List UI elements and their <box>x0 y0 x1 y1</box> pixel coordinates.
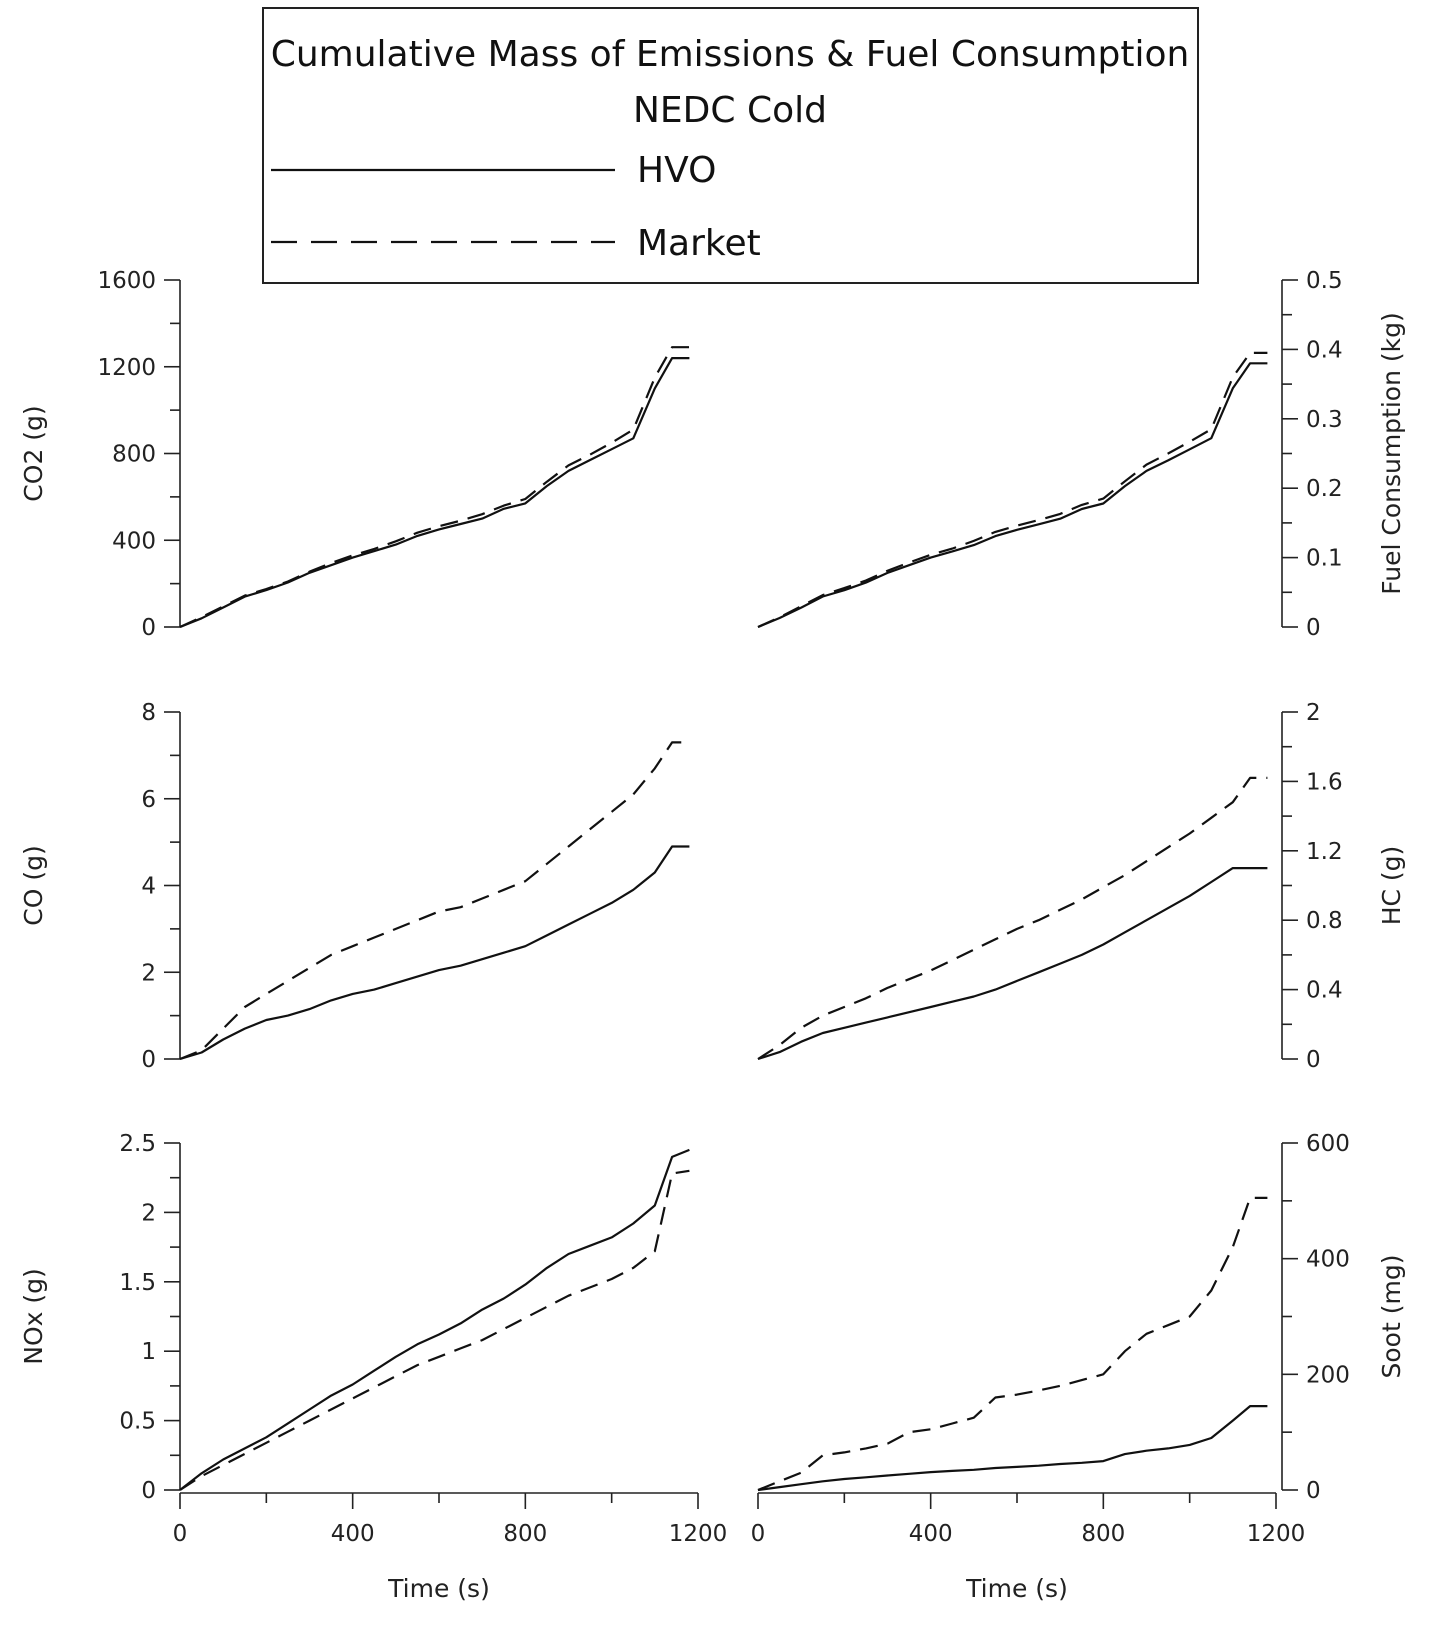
y-tick-label: 1.2 <box>1306 839 1343 865</box>
y-axis-title: HC (g) <box>1377 846 1406 926</box>
x-tick-label: 800 <box>1081 1521 1125 1547</box>
y-tick-label: 0 <box>1306 1047 1321 1073</box>
y-tick-label: 2 <box>1306 700 1321 726</box>
legend-box <box>262 7 1199 284</box>
legend: Cumulative Mass of Emissions & Fuel Cons… <box>262 7 1199 284</box>
x-tick-label: 1200 <box>669 1521 728 1547</box>
y-tick-label: 1200 <box>97 355 156 381</box>
legend-title-line1: Cumulative Mass of Emissions & Fuel Cons… <box>271 34 1190 75</box>
y-tick-label: 0.4 <box>1306 337 1343 363</box>
y-tick-label: 1.5 <box>119 1270 156 1296</box>
series-line-market <box>179 741 690 1061</box>
legend-label-market: Market <box>637 223 761 264</box>
y-tick-label: 400 <box>1306 1247 1350 1273</box>
x-tick-label: 400 <box>909 1521 953 1547</box>
series-line-hvo <box>179 1148 690 1491</box>
y-tick-label: 0 <box>1306 1478 1321 1504</box>
y-axis-title: Soot (mg) <box>1377 1255 1406 1379</box>
series-line-market <box>179 1169 690 1491</box>
y-tick-label: 0.3 <box>1306 407 1343 433</box>
chart-panel-3: 0 2 4 6 8 CO (g) <box>19 700 690 1073</box>
y-tick-label: 0.2 <box>1306 476 1343 502</box>
y-tick-label: 800 <box>112 442 156 468</box>
y-tick-label: 2 <box>141 960 156 986</box>
series-line-hvo <box>757 1405 1268 1492</box>
legend-label-hvo: HVO <box>637 150 716 191</box>
series-line-market <box>757 776 1268 1060</box>
y-tick-label: 2 <box>141 1200 156 1226</box>
y-tick-label: 200 <box>1306 1362 1350 1388</box>
x-tick-label: 0 <box>173 1521 188 1547</box>
y-axis-title: Fuel Consumption (kg) <box>1377 312 1406 595</box>
series-line-hvo <box>179 845 690 1061</box>
chart-panel-5: 0 0.5 1 1.5 2 2.5 NOx (g) 0 400 800 1200 Time (s) <box>19 1131 727 1603</box>
y-tick-label: 0.1 <box>1306 546 1343 572</box>
y-tick-label: 600 <box>1306 1131 1350 1157</box>
series-line-market <box>757 351 1268 629</box>
y-tick-label: 0 <box>141 1047 156 1073</box>
y-axis-title: CO (g) <box>19 845 48 925</box>
y-tick-label: 0.4 <box>1306 978 1343 1004</box>
y-tick-label: 400 <box>112 528 156 554</box>
series-line-market <box>179 346 690 629</box>
y-tick-label: 0 <box>1306 615 1321 641</box>
x-tick-label: 400 <box>331 1521 375 1547</box>
series-line-hvo <box>757 362 1268 629</box>
y-tick-label: 2.5 <box>119 1131 156 1157</box>
legend-title-line2: NEDC Cold <box>633 90 827 131</box>
y-tick-label: 6 <box>141 787 156 813</box>
y-tick-label: 0.5 <box>119 1409 156 1435</box>
x-tick-label: 1200 <box>1247 1521 1306 1547</box>
x-axis-title: Time (s) <box>387 1574 490 1603</box>
series-line-hvo <box>757 867 1268 1061</box>
y-tick-label: 1600 <box>97 268 156 294</box>
chart-panel-4: 0 0.4 0.8 1.2 1.6 2 HC (g) <box>757 700 1406 1073</box>
y-tick-label: 8 <box>141 700 156 726</box>
series-line-hvo <box>179 357 690 629</box>
y-tick-label: 0.8 <box>1306 908 1343 934</box>
y-tick-label: 1 <box>141 1339 156 1365</box>
series-line-market <box>757 1196 1268 1492</box>
chart-panel-6: 0 200 400 600 Soot (mg) 0 400 800 1200 Time (s) <box>751 1131 1406 1603</box>
x-tick-label: 0 <box>751 1521 766 1547</box>
x-axis-title: Time (s) <box>965 1574 1068 1603</box>
x-tick-label: 800 <box>503 1521 547 1547</box>
y-tick-label: 0 <box>141 615 156 641</box>
y-tick-label: 0.5 <box>1306 268 1343 294</box>
y-tick-label: 1.6 <box>1306 769 1343 795</box>
chart-panel-2: 0 0.1 0.2 0.3 0.4 0.5 Fuel Consumption (kg) <box>757 268 1406 641</box>
y-axis-title: NOx (g) <box>19 1268 48 1365</box>
y-axis-title: CO2 (g) <box>19 405 48 501</box>
chart-panel-1: 0 400 800 1200 1600 CO2 (g) <box>19 268 690 641</box>
y-tick-label: 4 <box>141 874 156 900</box>
y-tick-label: 0 <box>141 1478 156 1504</box>
